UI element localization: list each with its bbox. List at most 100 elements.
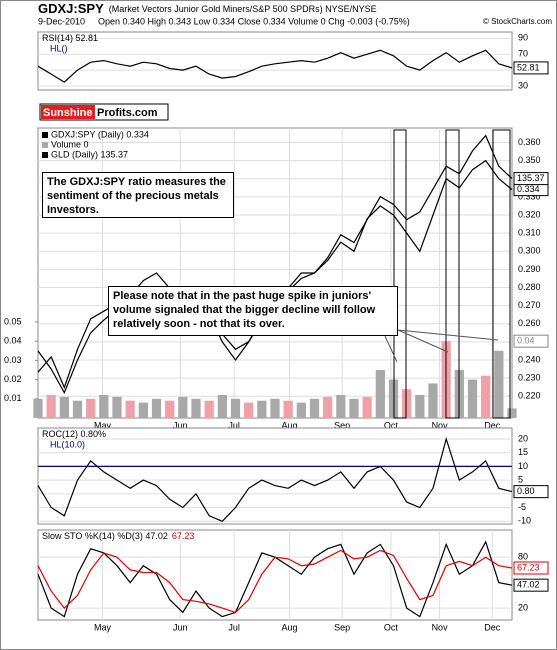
volume-tick-label: 0.01 [4,393,22,403]
annotation: The GDXJ:SPY ratio measures the sentimen… [42,172,234,218]
value-label: 52.81 [517,62,540,72]
y-tick-label: 0.260 [518,318,541,328]
arrow [397,329,449,353]
volume-bar [217,394,227,418]
symbol: GDXJ:SPY [38,1,104,16]
x-tick-label: Jun [173,622,188,632]
panel [37,427,513,525]
volume-bar [112,396,122,418]
volume-bar [296,402,306,418]
x-tick-label: May [94,622,112,632]
header-line: GDXJ:SPY (Market Vectors Junior Gold Mine… [38,1,377,16]
value-box [513,172,549,186]
value-box [513,578,549,592]
y-tick-label: 20 [518,433,528,443]
volume-bar [428,383,438,418]
volume-bar [99,394,109,418]
legend-entry: GLD (Daily) 135.37 [51,149,128,159]
x-tick-label: Oct [384,420,399,430]
y-tick-label: 80 [518,552,528,562]
series-line [37,49,513,83]
x-tick-label: Nov [432,420,449,430]
legend-title: ROC(12) 0.80% [42,429,106,439]
volume-tick-label: 0.03 [4,355,22,365]
y-tick-label: -10 [518,516,531,526]
x-tick-label: Jul [228,622,240,632]
y-tick-label: 0.240 [518,354,541,364]
volume-bar [138,402,148,418]
volume-bar [402,389,412,418]
y-tick-label: 0.320 [518,209,541,219]
volume-bar [33,398,43,418]
volume-bar [46,394,56,418]
value-label: 67.23 [517,562,540,572]
volume-bar [244,402,254,418]
y-tick-label: 0.300 [518,246,541,256]
x-tick-label: Oct [384,622,399,632]
y-tick-label: 0.330 [518,191,541,201]
y-tick-label: 70 [518,49,528,59]
volume-bar [323,396,333,418]
volume-bar [230,398,241,418]
volume-tick-label: 0.05 [4,316,22,326]
legend-title: Slow STO %K(14) %D(3) 47.02 67.23 [42,531,194,541]
y-tick-label: 0.270 [518,300,541,310]
volume-bar [191,398,201,418]
credit: © StockCharts.com [483,17,552,26]
annotation: Please note that in the past huge spike … [108,286,398,336]
value-label: 47.02 [517,580,540,590]
legend-value: 67.23 [172,531,195,541]
volume-bar [86,398,96,418]
value-label: 135.37 [517,173,545,183]
value-label: 0.04 [517,336,535,346]
highlight-oct [393,129,407,419]
volume-bar [283,400,293,418]
x-tick-label: Sep [334,622,350,632]
volume-bar [204,400,214,418]
series-line [37,436,513,523]
legend-text: Slow STO %K(14) %D(3) 47.02 [42,531,168,541]
value-box [513,561,549,575]
x-tick-label: Dec [484,622,501,632]
volume-bar [59,396,69,418]
value-label: 0.334 [517,184,540,194]
x-tick-label: Jun [173,420,188,430]
volume-bar [336,394,346,418]
x-tick-label: May [94,420,112,430]
logo-red [41,105,95,119]
volume-bar [349,398,359,418]
legend-hl: HL(10.0) [50,439,85,449]
legend-entry: GDXJ:SPY (Daily) 0.334 [51,129,149,139]
legend-text: RSI(14) 52.81 [42,33,98,43]
logo-brand: Sunshine [43,107,93,119]
y-tick-label: -5 [518,502,526,512]
value-box [513,334,549,348]
x-tick-label: Sep [334,420,350,430]
x-tick-label: Aug [281,420,297,430]
volume-bar [507,408,517,418]
volume-bar [270,398,280,418]
volume-bar [467,379,478,418]
legend-entry: Volume 0 [51,139,89,149]
date: 9-Dec-2010 [38,16,85,26]
quote: Open 0.340 High 0.343 Low 0.334 Close 0.… [98,16,410,26]
description: (Market Vectors Junior Gold Miners/S&P 5… [109,4,377,14]
volume-bar [151,398,162,418]
highlight-dec [492,129,511,419]
volume-bar [415,394,425,418]
volume-bar [178,396,188,418]
volume-bar [375,369,385,418]
arrow [384,335,398,363]
x-tick-label: Nov [432,622,449,632]
volume-bar [125,400,135,418]
volume-bar [165,400,175,418]
legend-swatch [42,142,48,148]
volume-tick-label: 0.04 [4,336,22,346]
volume-bar [309,398,320,418]
panel [37,31,513,91]
volume-bar [72,400,83,418]
y-tick-label: 5 [518,474,523,484]
volume-tick-label: 0.02 [4,374,22,384]
legend-swatch [42,152,48,158]
